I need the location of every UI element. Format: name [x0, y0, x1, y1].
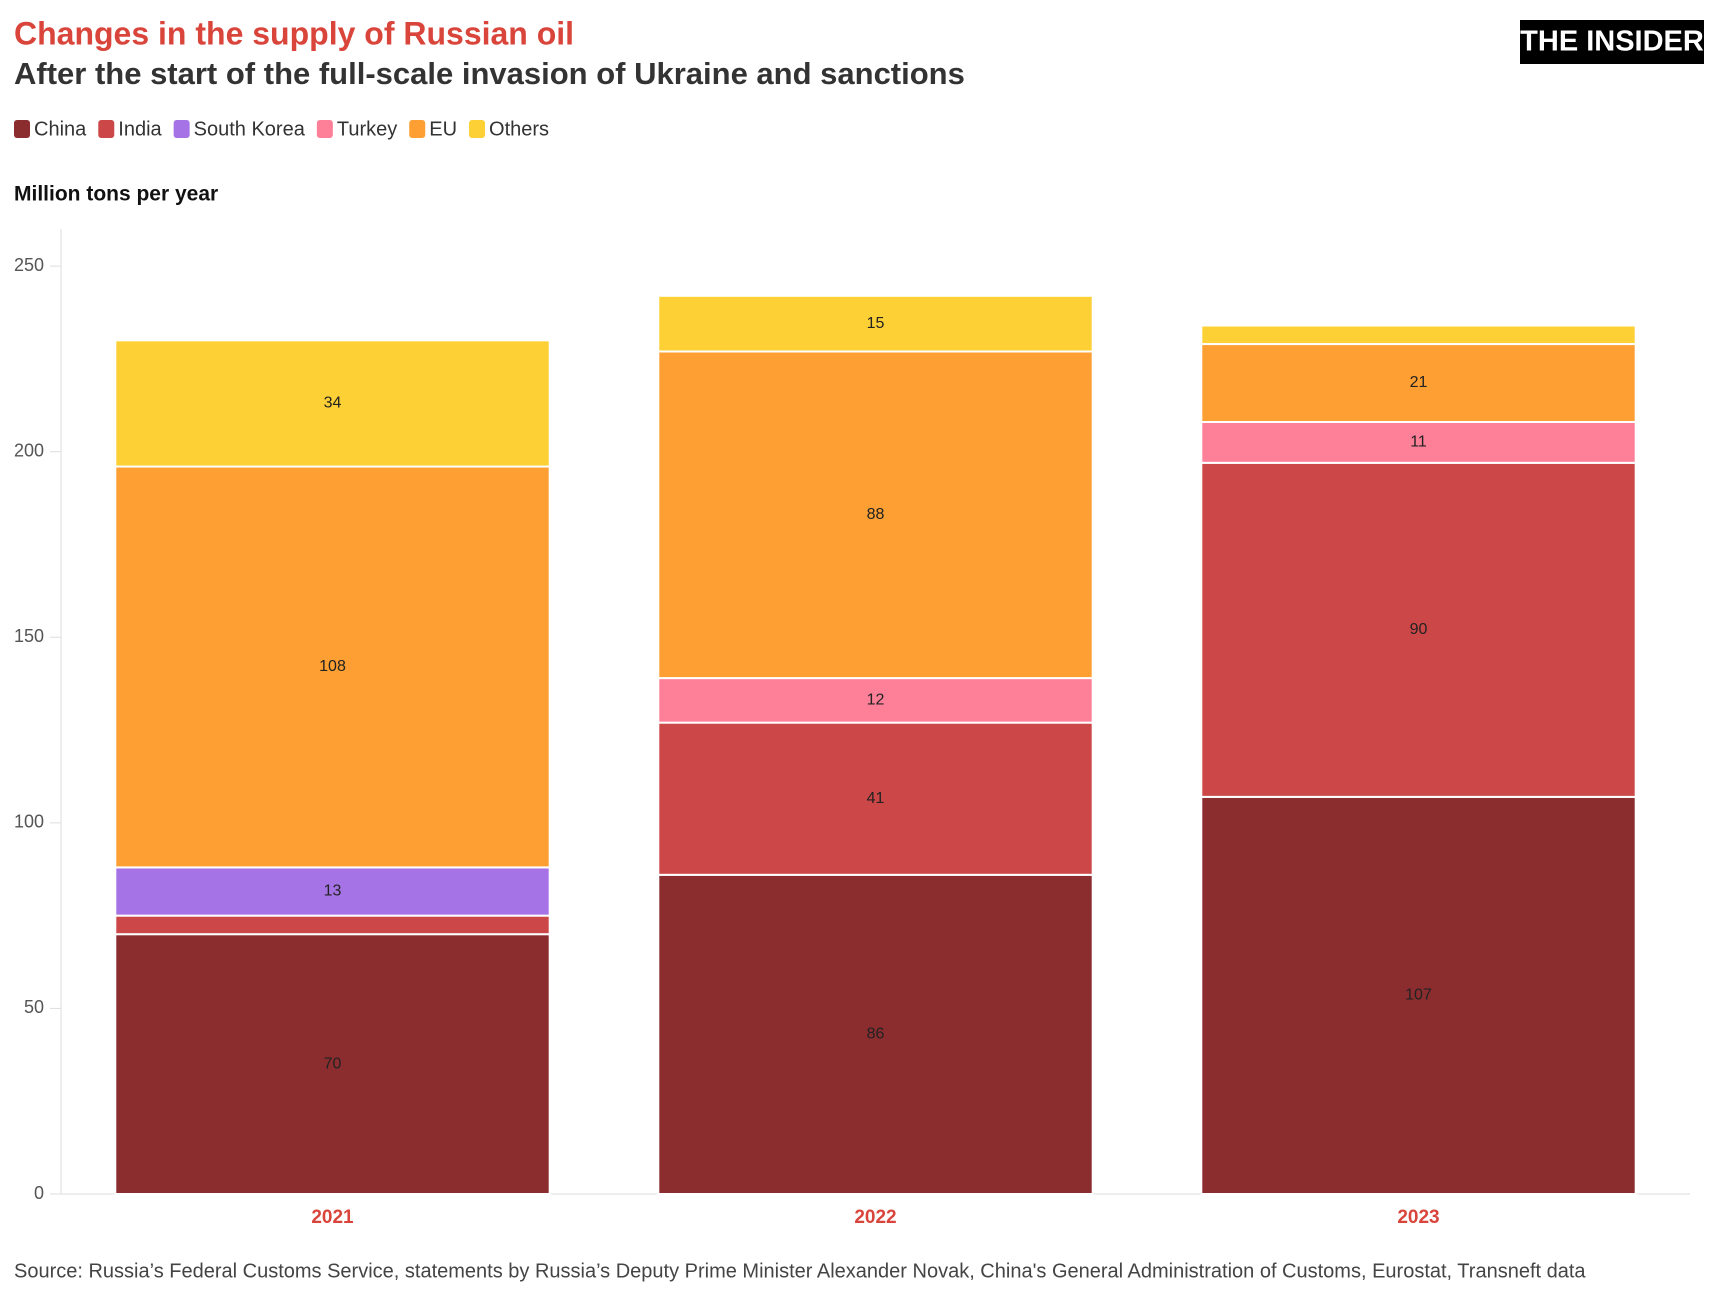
legend-label: India	[118, 118, 162, 140]
chart-title: Changes in the supply of Russian oil	[14, 15, 574, 51]
bar-segment	[657, 873, 1094, 1195]
bar-segment	[114, 465, 551, 869]
bar-segment	[1200, 324, 1637, 346]
legend-label: South Korea	[194, 118, 306, 140]
y-tick-label: 250	[14, 255, 44, 275]
chart-subtitle: After the start of the full-scale invasi…	[14, 56, 965, 91]
y-axis-title: Million tons per year	[14, 183, 218, 206]
bar-segment	[114, 933, 551, 1195]
data-label: 21	[1410, 374, 1428, 391]
bar-segment	[114, 339, 551, 468]
legend-label: Turkey	[337, 118, 397, 140]
legend-label: Others	[489, 118, 549, 140]
logo-box	[1520, 20, 1704, 64]
bar-segment	[1200, 343, 1637, 423]
legend-label: EU	[429, 118, 457, 140]
legend-swatch	[14, 120, 30, 138]
bar-segment	[1200, 421, 1637, 464]
data-label: 12	[867, 692, 885, 709]
data-label: 70	[324, 1055, 342, 1072]
y-tick-label: 0	[34, 1183, 44, 1203]
data-label: 107	[1405, 987, 1432, 1004]
data-label: 11	[1410, 434, 1427, 451]
x-tick-label: 2023	[1397, 1207, 1439, 1228]
data-label: 88	[867, 506, 885, 523]
legend-swatch	[173, 120, 190, 138]
data-label: 15	[867, 315, 885, 332]
data-label: 90	[1410, 621, 1428, 638]
source: Source: Russia’s Federal Customs Service…	[14, 1260, 1586, 1282]
y-tick-label: 100	[14, 812, 44, 832]
data-label: 86	[867, 1026, 885, 1043]
data-label: 41	[867, 790, 885, 807]
data-label: 108	[319, 658, 346, 675]
legend-swatch	[316, 120, 333, 138]
bar-segment	[114, 866, 551, 917]
legend-swatch	[98, 120, 115, 138]
legend-swatch	[469, 120, 486, 138]
bar-segment	[114, 914, 551, 936]
legend-swatch	[409, 120, 426, 138]
bar-segment	[657, 294, 1094, 353]
x-tick-label: 2021	[311, 1207, 354, 1228]
legend-label: China	[34, 118, 87, 140]
y-tick-label: 150	[14, 626, 44, 646]
y-tick-label: 50	[24, 997, 44, 1017]
x-tick-label: 2022	[854, 1207, 896, 1228]
logo: THE INSIDER	[1520, 26, 1704, 58]
y-tick-label: 200	[14, 440, 44, 460]
data-label: 13	[324, 883, 342, 900]
bar-segment	[657, 350, 1094, 680]
data-label: 34	[324, 395, 342, 412]
bar-segment	[1200, 795, 1637, 1195]
bar-segment	[1200, 461, 1637, 798]
